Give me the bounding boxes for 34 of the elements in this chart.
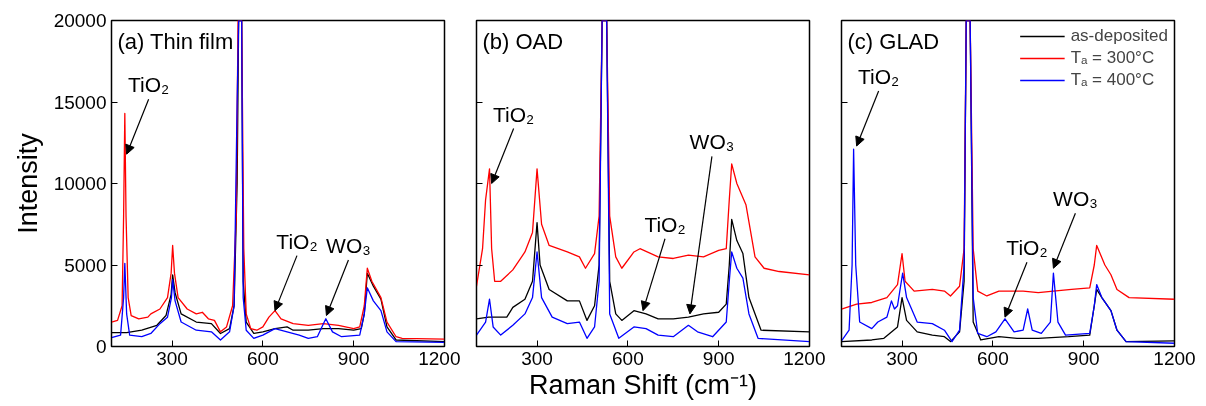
annotation: TiO₂ [128,73,170,97]
annotation: TiO₂ [493,102,535,126]
x-tick-label: 900 [702,347,735,369]
x-axis-title: Raman Shift (cm⁻¹) [528,369,758,400]
chart-title: (c) GLAD [847,28,940,54]
legend-label: Tₐ = 300°C [1070,48,1155,68]
y-tick-label: 10000 [53,173,107,194]
x-tick-label: 600 [247,347,279,369]
annotation: TiO₂ [276,229,318,253]
annotation: WO₃ [689,130,735,154]
x-tick-label: 900 [337,347,370,369]
x-tick-label: 1200 [418,347,461,369]
chart-title: (b) OAD [482,28,564,54]
y-tick-label: 15000 [53,91,107,113]
legend-label: as-deposited [1070,26,1168,46]
annotation: TiO₂ [858,65,900,89]
legend-label: Tₐ = 400°C [1070,70,1155,90]
annotation: TiO₂ [644,212,686,236]
x-tick-label: 1200 [783,347,826,369]
y-tick-label: 5000 [64,254,107,276]
y-tick-label: 0 [95,336,107,357]
annotation: WO₃ [1053,187,1098,211]
x-tick-label: 600 [977,347,1009,369]
chart-title: (a) Thin film [117,28,234,54]
x-tick-label: 900 [1067,347,1100,369]
annotation: TiO₂ [1006,236,1048,260]
x-tick-label: 600 [612,347,644,369]
x-tick-label: 300 [156,347,188,369]
y-axis-title: Intensity [12,132,43,234]
annotation: WO₃ [326,233,371,257]
x-tick-label: 300 [521,347,553,369]
x-tick-label: 1200 [1153,347,1196,369]
x-tick-label: 300 [886,347,918,369]
y-tick-label: 20000 [53,10,107,31]
